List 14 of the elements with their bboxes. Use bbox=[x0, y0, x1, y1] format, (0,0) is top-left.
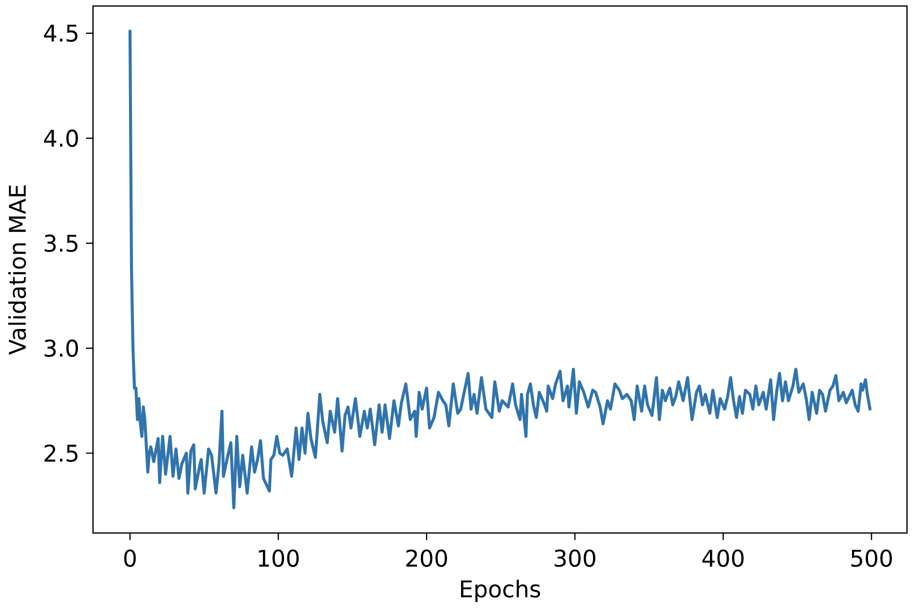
y-tick-label: 3.0 bbox=[44, 340, 78, 357]
x-tick-label: 0 bbox=[124, 550, 136, 567]
x-tick-label: 400 bbox=[702, 550, 744, 567]
x-axis-title: Epochs bbox=[461, 580, 540, 602]
x-tick-label: 200 bbox=[406, 550, 448, 567]
y-axis-title: Validation MAE bbox=[8, 185, 26, 355]
x-tick-label: 100 bbox=[258, 550, 299, 567]
y-tick-label: 4.0 bbox=[44, 130, 78, 147]
y-tick-label: 4.5 bbox=[44, 24, 78, 42]
y-tick-label: 2.5 bbox=[44, 444, 78, 462]
x-tick-label: 300 bbox=[554, 550, 596, 567]
y-tick-label: 3.5 bbox=[44, 234, 78, 252]
x-tick-label: 500 bbox=[851, 550, 892, 567]
line-series bbox=[128, 30, 872, 510]
